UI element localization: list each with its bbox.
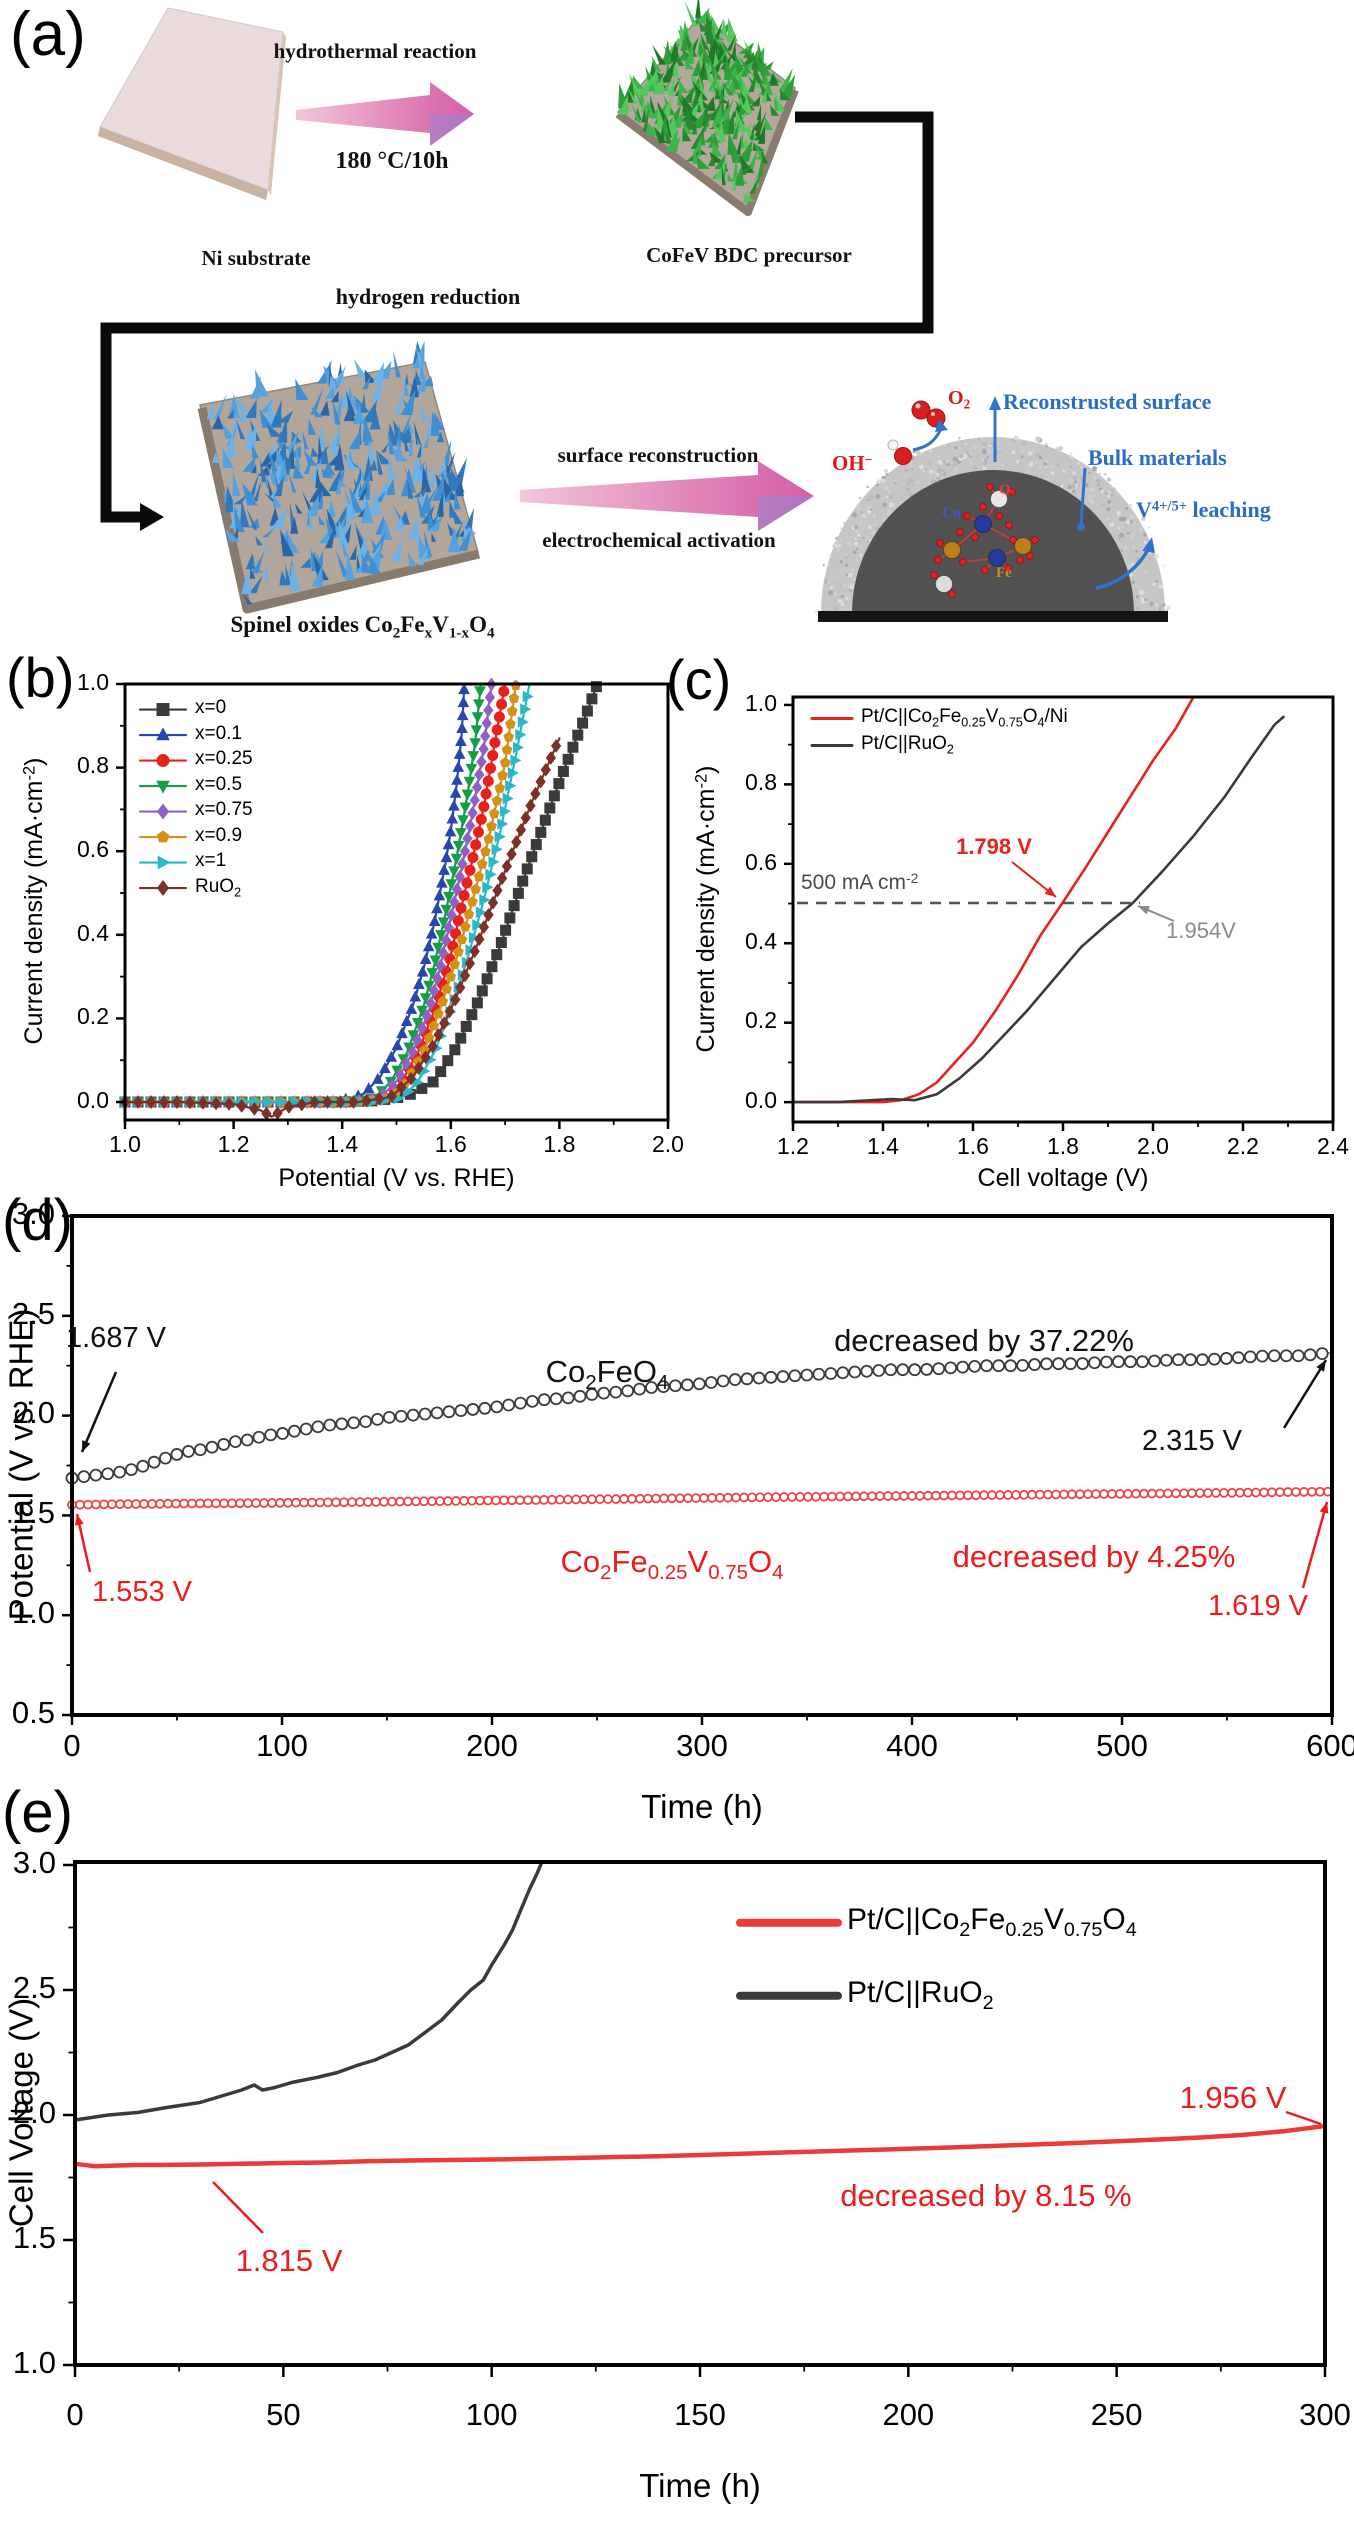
spinel-oxide-label: Spinel oxides Co2FexV1-xO4 [230,612,495,642]
atom-co-label: Co [942,505,961,521]
hydrothermal-arrow [296,82,474,146]
panel-label-a: (a) [10,0,86,69]
ni-substrate-label: Ni substrate [201,246,311,270]
activation-arrow [520,461,814,531]
step-surface-reconstruction-label: surface reconstruction [557,443,759,467]
oh-ion-label: OH− [832,451,873,475]
oh-molecule [887,439,912,465]
chart-c-plot [791,695,1285,1104]
o2-molecule [911,400,946,428]
precursor-label: CoFeV BDC precursor [646,243,852,267]
step-electrochemical-activation-label: electrochemical activation [542,528,776,552]
panel-label-c: (c) [666,648,732,711]
flow-connector-arrowhead [140,503,164,531]
panel-label-b: (b) [6,646,75,709]
chart-b-plot [119,677,602,1121]
panel-label-e: (e) [2,1780,73,1845]
reconstructed-surface-label: Reconstrusted surface [1003,389,1212,414]
atom-v-label: V [936,579,947,595]
mechanism-pointer-arrows [912,396,1155,590]
v-leaching-label: V4+/5+ leaching [1136,497,1271,522]
spinel-oxide-illustration [197,340,481,614]
o2-label: O2 [948,387,971,412]
step-hydrogen-reduction-label: hydrogen reduction [335,284,521,309]
particle-cross-section [814,435,1171,622]
panel-label-d: (d) [2,1188,73,1253]
chart-d-plot [65,1347,1333,1510]
step-hydrothermal-label: hydrothermal reaction [273,39,477,63]
step-temperature-label: 180 °C/10h [335,148,449,174]
atom-o-label: O [999,482,1011,498]
atom-fe-label: Fe [996,565,1012,581]
ni-substrate-illustration [98,7,286,200]
cofev-bdc-precursor-illustration [615,0,799,216]
flow-connector [100,111,934,523]
bulk-materials-label: Bulk materials [1088,445,1227,470]
chart-e-plot [72,1860,1328,2169]
